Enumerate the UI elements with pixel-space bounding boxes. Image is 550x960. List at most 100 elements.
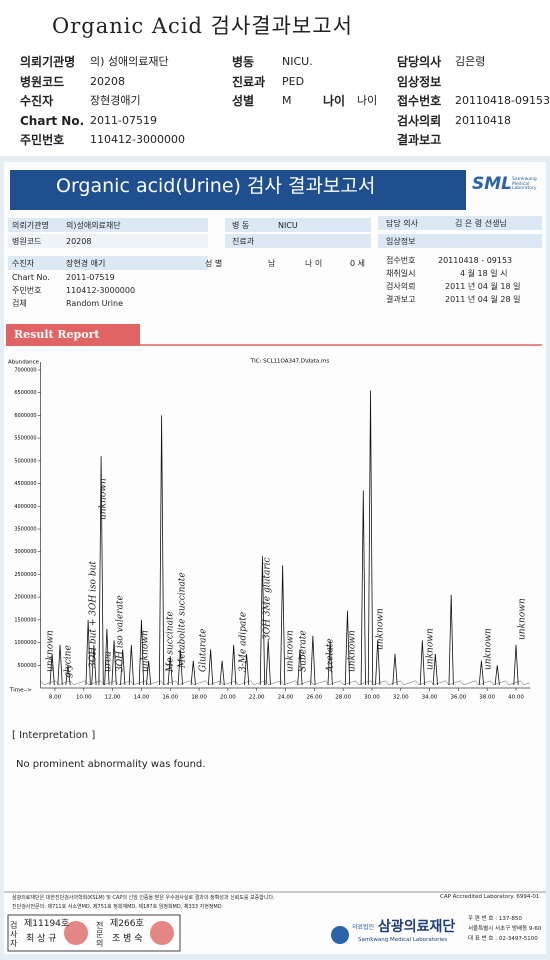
peak: [57, 644, 63, 686]
footer-note: 삼광의료재단은 대한진단검사의학회(KSLM) 및 CAP의 신임 인증을 받은…: [12, 895, 275, 901]
annotation: unknown: [484, 628, 494, 670]
info-label: 병원코드: [12, 237, 42, 246]
summary-value: 20110418: [455, 113, 511, 127]
org-type: 의료법인: [352, 924, 375, 931]
summary-label: 나이: [323, 94, 346, 108]
y-tick-label: 5500000: [14, 436, 36, 442]
peak: [91, 644, 97, 686]
sign-no: 제266호: [110, 919, 144, 929]
peak: [259, 556, 266, 686]
summary-label: 주민번호: [20, 133, 65, 147]
peak: [375, 640, 381, 686]
x-axis-label: Time-->: [9, 688, 32, 694]
summary-label: 진료과: [232, 74, 266, 89]
peak: [128, 644, 134, 686]
info-value: 남: [268, 259, 276, 268]
peak: [494, 665, 500, 686]
peak: [111, 640, 117, 686]
sign-role: 전문의: [96, 921, 104, 948]
y-tick-label: 3500000: [14, 527, 36, 533]
annotation: 3-Me adipate: [239, 612, 249, 672]
summary-label: 병원코드: [20, 74, 65, 89]
info-strip: [8, 234, 208, 248]
doc-title: Organic Acid 검사결과보고서: [52, 14, 353, 38]
x-tick-label: 12.00: [105, 695, 121, 701]
x-tick-label: 16.00: [162, 695, 178, 701]
y-tick-label: 500000: [18, 663, 37, 669]
annotation: unknown: [286, 630, 296, 672]
annotation: Azelate: [326, 638, 336, 673]
info-label: 병 동: [232, 221, 250, 230]
summary-label: 결과보고: [397, 133, 442, 147]
peak: [419, 640, 425, 686]
peak: [98, 456, 104, 686]
peak: [219, 660, 225, 686]
stamp: [64, 921, 88, 945]
annotation: Me succinate: [166, 611, 176, 673]
peak: [120, 649, 126, 686]
x-tick-label: 38.00: [479, 695, 495, 701]
peak: [280, 565, 286, 686]
peak: [177, 649, 183, 686]
info-label: Chart No.: [12, 273, 50, 282]
summary-value: 의) 성애의료재단: [90, 55, 169, 68]
annotation: unknown: [376, 608, 386, 650]
y-tick-label: 4000000: [14, 504, 36, 510]
peak: [104, 628, 110, 686]
info-value: 2011 년 04 월 18 일: [445, 282, 521, 291]
annotation: glycine: [64, 645, 74, 678]
info-label: 성 별: [205, 259, 223, 268]
annotation: unknown: [426, 628, 436, 670]
org: 삼광의료재단: [378, 919, 456, 935]
peak: [344, 610, 351, 686]
footer-doctors: 진단검사전문의: 제711호 서소연MD, 제751호 정희재MD, 제187호…: [12, 904, 222, 910]
peak: [65, 665, 71, 686]
y-tick-label: 1500000: [14, 617, 36, 623]
peak: [478, 660, 485, 686]
summary-label: 성별: [232, 94, 255, 108]
summary-value: 2011-07519: [90, 113, 157, 127]
address-line: 서울특별시 서초구 방배동 9-60: [468, 926, 542, 932]
y-tick-label: 6500000: [14, 390, 36, 396]
report-title: Organic acid(Urine) 검사 결과보고서: [56, 175, 376, 197]
x-tick-label: 28.00: [335, 695, 351, 701]
peak: [392, 653, 398, 686]
x-tick-label: 32.00: [393, 695, 409, 701]
summary-label: 병동: [232, 55, 255, 69]
x-tick-label: 34.00: [422, 695, 438, 701]
annotation: unknown: [46, 630, 56, 672]
logo-sub: Samkwang Medical Laboratory: [512, 177, 537, 191]
info-value: 장현경 애기: [66, 259, 106, 268]
address-line: 우 편 번 호 : 137-850: [468, 916, 522, 922]
sign-box: [7, 914, 181, 952]
info-value: 0 세: [350, 259, 365, 268]
sign-name: 조 병 숙: [112, 934, 143, 944]
sign-name: 최 상 규: [26, 934, 57, 944]
summary-value: PED: [282, 74, 305, 88]
annotation: Suberate: [299, 630, 309, 672]
sign-role: 검사자: [10, 921, 18, 948]
x-tick-label: 40.00: [508, 695, 524, 701]
y-tick-label: 5000000: [14, 458, 36, 464]
info-value: 20110418 - 09153: [438, 256, 513, 265]
info-label: 수진자: [12, 259, 35, 268]
info-value: 의)성애의료재단: [66, 221, 121, 230]
info-label: 진료과: [232, 237, 255, 246]
peak: [231, 644, 237, 686]
x-tick-label: 20.00: [220, 695, 236, 701]
peak: [190, 660, 196, 686]
info-strip: [225, 234, 371, 248]
y-tick-label: 4500000: [14, 481, 36, 487]
info-value: 20208: [66, 237, 92, 246]
summary-value: 김은령: [455, 55, 486, 68]
section-title: Result Report: [14, 328, 100, 341]
annotation: unknown: [141, 630, 151, 672]
peak: [146, 660, 152, 686]
info-label: 담당 의사: [386, 219, 418, 228]
info-value: NICU: [278, 221, 298, 230]
info-value: 김 은 령 선생님: [455, 219, 507, 228]
summary-value: M: [282, 94, 292, 107]
x-tick-label: 8.00: [49, 695, 62, 701]
peak: [448, 594, 454, 686]
logo: SML: [472, 174, 512, 194]
